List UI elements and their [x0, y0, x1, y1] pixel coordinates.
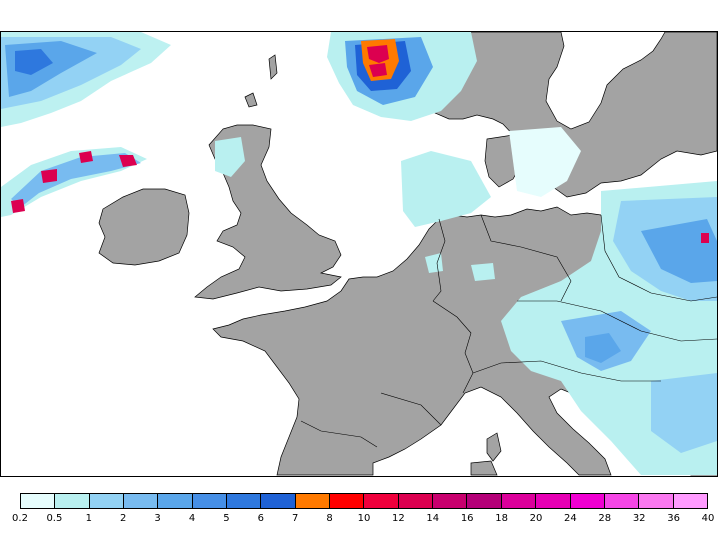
precip-area — [701, 233, 709, 243]
legend-tick-label: 3 — [154, 513, 161, 524]
precip-area — [401, 151, 491, 227]
legend-swatch — [536, 494, 571, 508]
legend-tick-label: 4 — [188, 513, 196, 524]
border-line — [432, 300, 474, 394]
legend-swatch — [467, 494, 502, 508]
legend-swatch — [89, 494, 125, 508]
precip-area — [651, 373, 717, 453]
legend-swatch — [330, 494, 365, 508]
country-borders — [300, 214, 717, 448]
border-line — [517, 300, 717, 342]
border-line — [432, 218, 446, 302]
legend-swatch — [364, 494, 399, 508]
legend-tick-label: 16 — [460, 513, 474, 524]
precip-area — [79, 151, 93, 163]
legend-swatch — [570, 494, 605, 508]
legend-swatch — [673, 494, 707, 508]
legend-swatch — [604, 494, 640, 508]
legend-tick-label: 36 — [667, 513, 680, 524]
legend-swatch — [158, 494, 193, 508]
legend-tick-label: 6 — [257, 513, 264, 524]
legend-tick-label: 32 — [632, 513, 646, 524]
legend-swatch — [124, 494, 159, 508]
precip-area — [471, 263, 495, 281]
legend-swatch — [639, 494, 674, 508]
land-ireland — [98, 188, 190, 266]
legend-tick-label: 18 — [495, 513, 508, 524]
legend-tick-label: 0.2 — [12, 513, 28, 524]
precip-area — [215, 137, 245, 177]
legend-swatch — [398, 494, 434, 508]
border-line — [600, 214, 717, 302]
legend-tick-label: 14 — [426, 513, 440, 524]
legend-tick-label: 28 — [598, 513, 612, 524]
legend-tick-label: 5 — [223, 513, 230, 524]
precipitation-map — [0, 31, 718, 477]
legend-swatch — [227, 494, 262, 508]
precip-area — [119, 155, 137, 167]
legend-swatch — [501, 494, 537, 508]
legend-tick-label: 10 — [357, 513, 371, 524]
land-shetland — [268, 54, 278, 80]
color-scale-labels: 0.2 0.5 1 2 3 4 5 6 7 8 10 12 14 16 18 20 24 28 32 36 40 — [12, 513, 714, 527]
land-sardinia — [470, 460, 498, 476]
border-line — [472, 360, 661, 382]
legend-tick-label: 2 — [120, 513, 127, 524]
precip-area — [367, 45, 389, 63]
border-line — [300, 420, 378, 448]
precipitation-color-scale — [20, 493, 708, 509]
border-line — [480, 214, 572, 302]
legend-swatch — [261, 494, 296, 508]
legend-tick-label: 0.5 — [46, 513, 63, 524]
precip-area — [641, 219, 717, 283]
precip-area — [11, 153, 141, 207]
precip-area — [509, 127, 581, 197]
legend-tick-label: 40 — [701, 513, 715, 524]
legend-swatch — [55, 494, 90, 508]
legend-tick-label: 20 — [529, 513, 543, 524]
precip-area — [41, 169, 57, 183]
precipitation-overlay — [1, 32, 717, 475]
legend-swatch — [21, 494, 56, 508]
border-line — [380, 392, 442, 426]
precip-area — [15, 49, 53, 75]
legend-swatch — [433, 494, 468, 508]
legend-tick-label: 1 — [85, 513, 92, 524]
land-orkney — [244, 92, 258, 108]
legend-swatch — [192, 494, 228, 508]
legend-tick-label: 7 — [292, 513, 299, 524]
land-corsica — [486, 432, 502, 462]
legend-swatch — [295, 494, 331, 508]
legend-tick-label: 24 — [564, 513, 577, 524]
land-scandinavia — [392, 32, 717, 198]
legend-tick-label: 8 — [326, 513, 333, 524]
legend-tick-label: 12 — [392, 513, 405, 524]
precip-area — [369, 63, 387, 77]
precip-area — [585, 333, 621, 363]
precip-area — [11, 199, 25, 213]
